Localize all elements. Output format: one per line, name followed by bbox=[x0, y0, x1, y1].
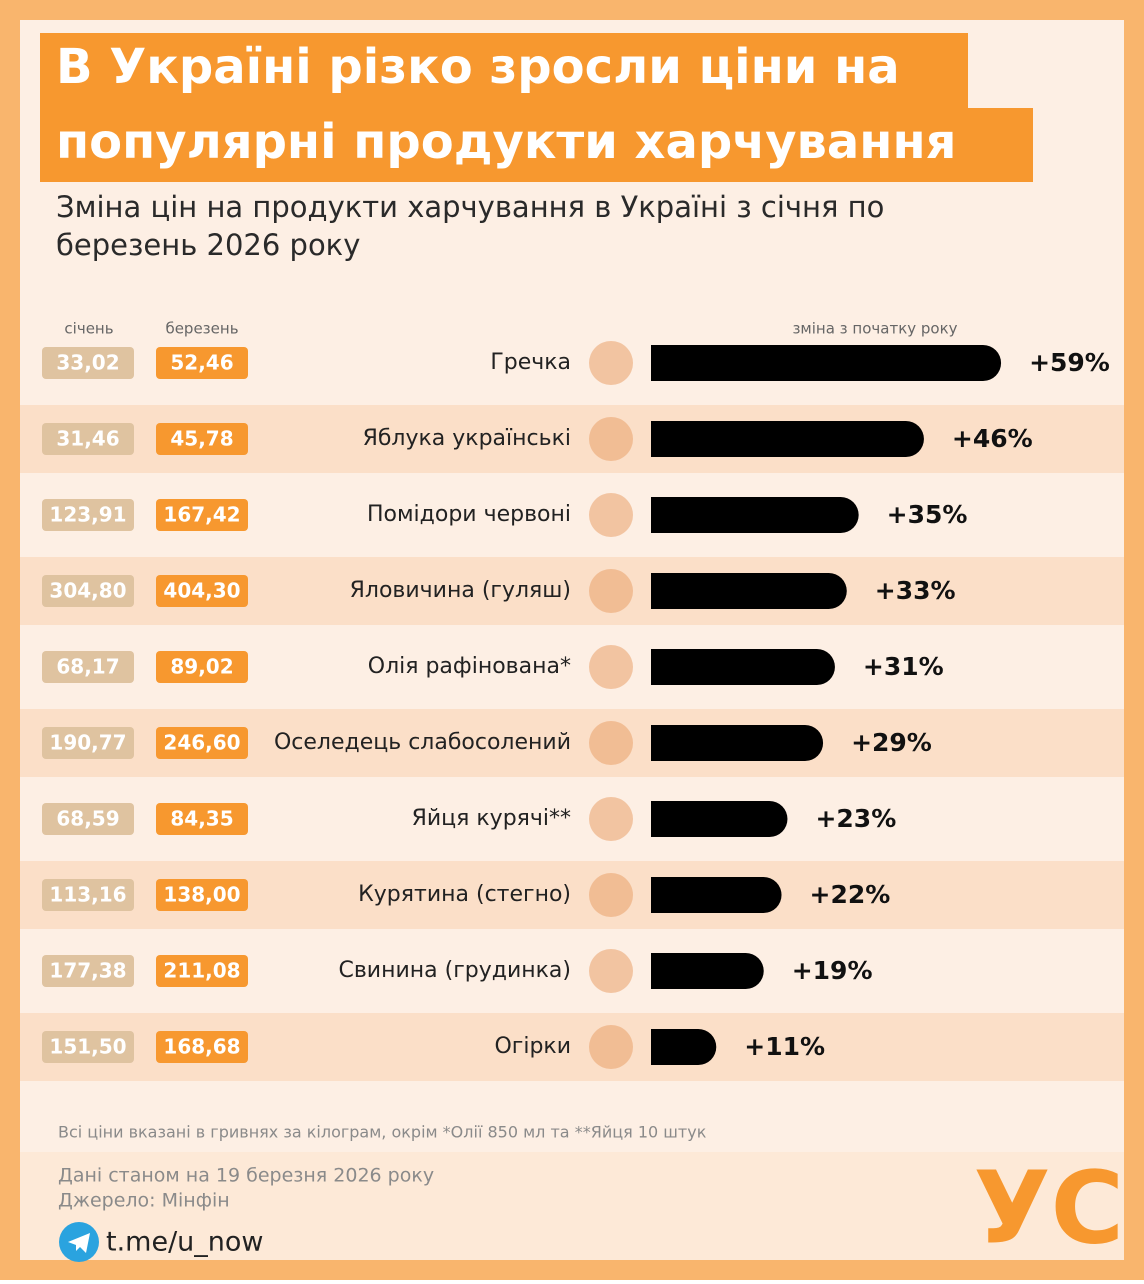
march-pill bbox=[156, 499, 248, 531]
value-label: +19% bbox=[792, 956, 873, 985]
value-label: +59% bbox=[1029, 348, 1110, 377]
january-pill bbox=[42, 575, 134, 607]
january-price: 151,50 bbox=[49, 1035, 126, 1059]
january-price: 190,77 bbox=[49, 731, 126, 755]
january-pill bbox=[42, 499, 134, 531]
january-pill bbox=[42, 1031, 134, 1063]
bar bbox=[651, 953, 764, 989]
march-price: 84,35 bbox=[170, 807, 233, 831]
january-pill bbox=[42, 347, 134, 379]
january-price: 68,17 bbox=[56, 655, 119, 679]
category-label: Яловичина (гуляш) bbox=[350, 578, 571, 603]
march-price: 45,78 bbox=[170, 427, 233, 451]
january-price: 31,46 bbox=[56, 427, 119, 451]
value-label: +31% bbox=[863, 652, 944, 681]
product-icon bbox=[589, 797, 633, 841]
march-price: 211,08 bbox=[163, 959, 240, 983]
column-header: січень bbox=[64, 320, 113, 338]
january-price: 113,16 bbox=[49, 883, 126, 907]
product-icon bbox=[589, 721, 633, 765]
category-label: Яйця курячі** bbox=[412, 806, 571, 831]
title-highlight bbox=[40, 33, 968, 109]
category-label: Яблука українські bbox=[363, 426, 571, 451]
category-label: Помідори червоні bbox=[367, 502, 571, 527]
product-icon bbox=[589, 645, 633, 689]
bar bbox=[651, 421, 924, 457]
january-price: 33,02 bbox=[56, 351, 119, 375]
value-label: +23% bbox=[815, 804, 896, 833]
category-label: Гречка bbox=[490, 350, 571, 375]
march-price: 52,46 bbox=[170, 351, 233, 375]
date-note: Дані станом на 19 березня 2026 року bbox=[58, 1165, 434, 1187]
value-label: +33% bbox=[875, 576, 956, 605]
march-pill bbox=[156, 651, 248, 683]
bar bbox=[651, 1029, 717, 1065]
march-pill bbox=[156, 1031, 248, 1063]
march-price: 138,00 bbox=[163, 883, 240, 907]
product-icon bbox=[589, 1025, 633, 1069]
bar bbox=[651, 649, 835, 685]
bar bbox=[651, 345, 1002, 381]
march-pill bbox=[156, 727, 248, 759]
march-price: 404,30 bbox=[163, 579, 240, 603]
march-pill bbox=[156, 575, 248, 607]
bar bbox=[651, 497, 859, 533]
telegram-plane bbox=[68, 1233, 90, 1253]
bar bbox=[651, 801, 788, 837]
category-label: Огірки bbox=[494, 1034, 571, 1059]
column-header: березень bbox=[165, 320, 238, 338]
category-label: Свинина (грудинка) bbox=[338, 958, 571, 983]
january-price: 177,38 bbox=[49, 959, 126, 983]
product-icon bbox=[589, 949, 633, 993]
march-price: 167,42 bbox=[163, 503, 240, 527]
bar bbox=[651, 725, 824, 761]
logo: УС bbox=[974, 1149, 1125, 1266]
bar bbox=[651, 573, 847, 609]
product-icon bbox=[589, 417, 633, 461]
january-price: 123,91 bbox=[49, 503, 126, 527]
january-pill bbox=[42, 727, 134, 759]
value-label: +29% bbox=[851, 728, 932, 757]
product-icon bbox=[589, 873, 633, 917]
march-pill bbox=[156, 955, 248, 987]
product-icon bbox=[589, 493, 633, 537]
source: Джерело: Мінфін bbox=[58, 1190, 230, 1212]
january-pill bbox=[42, 955, 134, 987]
january-pill bbox=[42, 803, 134, 835]
march-price: 246,60 bbox=[163, 731, 240, 755]
march-pill bbox=[156, 423, 248, 455]
march-pill bbox=[156, 347, 248, 379]
value-label: +11% bbox=[744, 1032, 825, 1061]
title-highlight bbox=[40, 108, 1033, 182]
rows: 33,02 52,46 Гречка +59% 31,46 45,78 Яблука укр… bbox=[20, 341, 1124, 1081]
category-label: Оселедець слабосолений bbox=[274, 730, 571, 755]
march-pill bbox=[156, 803, 248, 835]
link[interactable]: t.me/u_now bbox=[106, 1227, 264, 1258]
bar bbox=[651, 877, 782, 913]
march-price: 89,02 bbox=[170, 655, 233, 679]
january-pill bbox=[42, 879, 134, 911]
march-price: 168,68 bbox=[163, 1035, 240, 1059]
march-pill bbox=[156, 879, 248, 911]
january-price: 68,59 bbox=[56, 807, 119, 831]
title: популярні продукти харчування bbox=[56, 114, 956, 170]
footnote: Всі ціни вказані в гривнях за кілограм, … bbox=[58, 1123, 707, 1142]
subtitle: Зміна цін на продукти харчування в Украї… bbox=[56, 190, 884, 224]
value-label: +35% bbox=[887, 500, 968, 529]
value-label: +46% bbox=[952, 424, 1033, 453]
product-icon bbox=[589, 569, 633, 613]
product-icon bbox=[589, 341, 633, 385]
column-header: зміна з початку року bbox=[792, 320, 957, 338]
january-pill bbox=[42, 651, 134, 683]
category-label: Олія рафінована* bbox=[368, 654, 571, 679]
january-pill bbox=[42, 423, 134, 455]
category-label: Курятина (стегно) bbox=[358, 882, 571, 907]
subtitle: березень 2026 року bbox=[56, 228, 360, 262]
title: В Україні різко зросли ціни на bbox=[56, 39, 900, 95]
value-label: +22% bbox=[810, 880, 891, 909]
january-price: 304,80 bbox=[49, 579, 126, 603]
